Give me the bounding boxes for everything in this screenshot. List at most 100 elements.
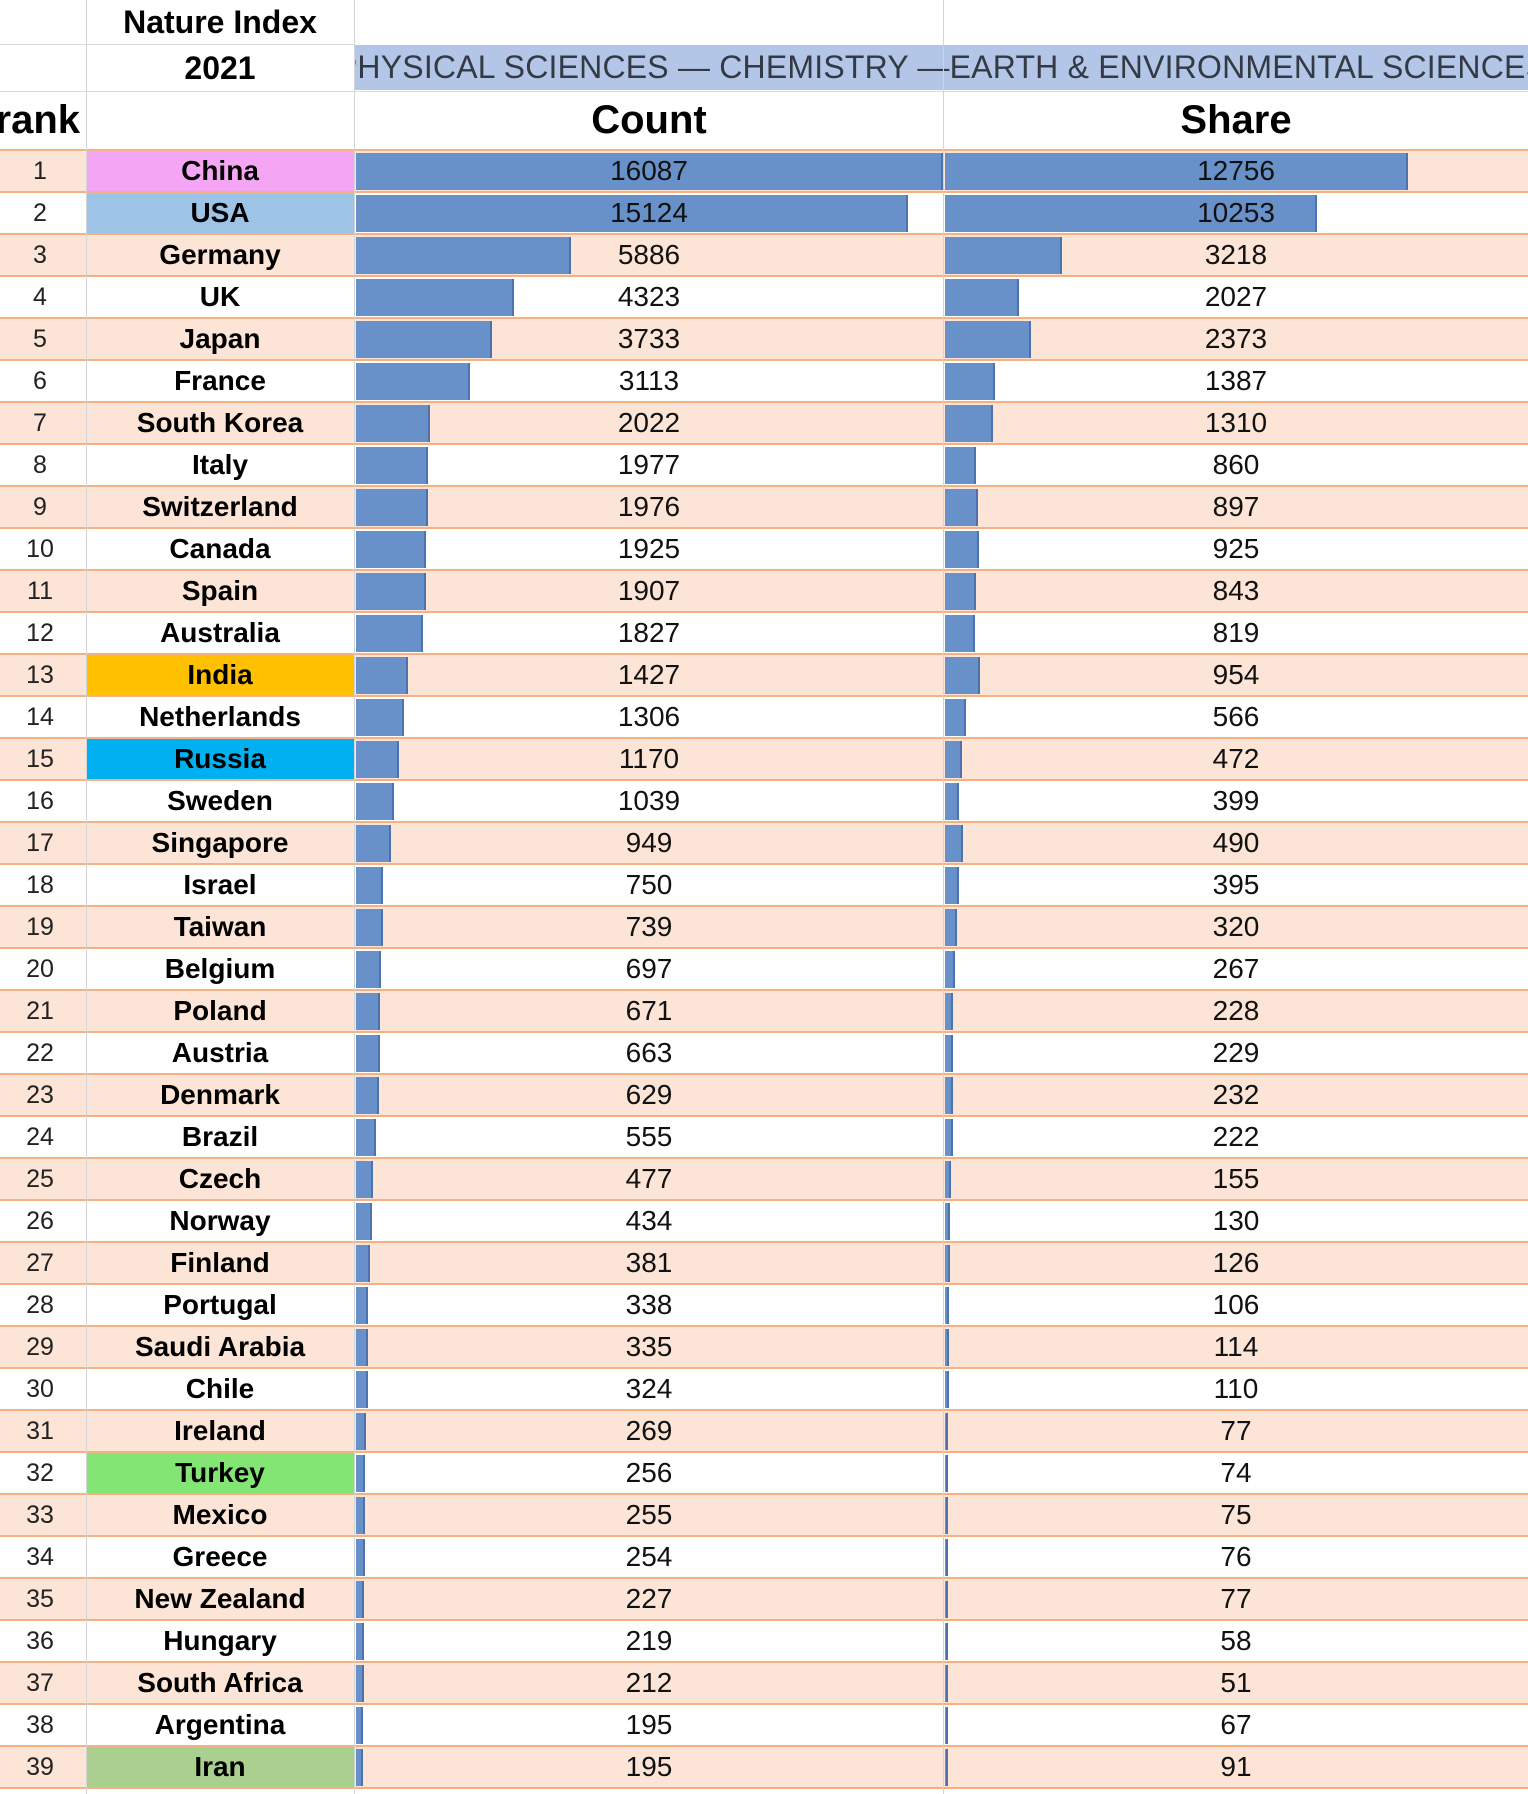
country-name: UK	[199, 281, 241, 312]
share-value: 91	[1220, 1751, 1252, 1782]
share-value: 1387	[1204, 365, 1268, 396]
share-value: 897	[1212, 491, 1260, 522]
share-value: 395	[1212, 869, 1260, 900]
count-bar	[356, 447, 428, 484]
share-bar	[945, 1623, 948, 1660]
count-value: 5886	[617, 239, 681, 270]
share-value: 77	[1220, 1583, 1252, 1614]
row-border	[0, 1451, 1528, 1453]
rank-cell: 12	[26, 618, 54, 647]
count-bar	[356, 489, 428, 526]
count-bar	[356, 1161, 373, 1198]
count-value: 381	[625, 1247, 673, 1278]
count-bar	[356, 615, 423, 652]
row-border	[0, 359, 1528, 361]
row-border	[0, 863, 1528, 865]
count-bar	[356, 1707, 363, 1744]
share-value: 267	[1212, 953, 1260, 984]
row-border	[0, 737, 1528, 739]
country-highlight	[86, 1746, 354, 1788]
table-row-band	[0, 990, 1528, 1032]
table-row-band	[0, 486, 1528, 528]
count-value: 1170	[618, 743, 680, 774]
row-border	[0, 947, 1528, 949]
count-value: 15124	[610, 197, 688, 228]
table-row-band	[0, 234, 1528, 276]
country-name: Hungary	[163, 1625, 277, 1656]
share-value: 10253	[1197, 197, 1275, 228]
count-bar	[356, 1329, 368, 1366]
row-border	[0, 1199, 1528, 1201]
row-border	[0, 1157, 1528, 1159]
rank-cell: 7	[33, 408, 47, 437]
row-border	[0, 1787, 1528, 1789]
count-bar	[356, 153, 943, 190]
share-bar	[945, 195, 1317, 232]
share-value: 232	[1212, 1079, 1260, 1110]
count-value: 1977	[617, 449, 681, 480]
table-row-band	[0, 1578, 1528, 1620]
count-value: 335	[625, 1331, 673, 1362]
count-value: 697	[625, 953, 673, 984]
country-name: Finland	[170, 1247, 270, 1278]
count-value: 434	[625, 1205, 673, 1236]
count-value: 1907	[617, 575, 681, 606]
share-value: 228	[1212, 995, 1260, 1026]
count-bar	[356, 531, 426, 568]
count-value: 1306	[617, 701, 681, 732]
rank-cell: 22	[26, 1038, 54, 1067]
share-bar	[945, 783, 959, 820]
share-value: 51	[1220, 1667, 1252, 1698]
count-value: 1925	[617, 533, 681, 564]
count-value: 16087	[610, 155, 688, 186]
row-border	[0, 527, 1528, 529]
share-bar	[945, 909, 957, 946]
count-bar	[356, 1245, 370, 1282]
count-value: 555	[625, 1121, 673, 1152]
share-bar	[945, 447, 976, 484]
rank-cell: 31	[26, 1416, 54, 1445]
rank-cell: 5	[33, 324, 47, 353]
share-value: 67	[1220, 1709, 1252, 1740]
country-name: Russia	[174, 743, 266, 774]
count-bar	[356, 1203, 372, 1240]
row-border	[0, 989, 1528, 991]
rank-cell: 4	[33, 282, 47, 311]
share-bar	[945, 741, 962, 778]
table-row-band	[0, 570, 1528, 612]
country-name: South Korea	[136, 407, 304, 438]
count-bar	[356, 741, 399, 778]
header-divider-2	[0, 91, 355, 92]
table-row-band	[0, 1326, 1528, 1368]
country-name: Israel	[183, 869, 257, 900]
count-bar	[356, 405, 430, 442]
share-bar	[945, 321, 1031, 358]
rank-cell: 34	[26, 1542, 54, 1571]
share-bar	[945, 657, 980, 694]
row-border	[0, 1703, 1528, 1705]
count-value: 1976	[617, 491, 681, 522]
share-bar	[945, 1161, 951, 1198]
row-border	[0, 695, 1528, 697]
row-border	[0, 1661, 1528, 1663]
count-value: 663	[625, 1037, 673, 1068]
count-value: 254	[625, 1541, 673, 1572]
row-border	[0, 233, 1528, 235]
row-border	[0, 443, 1528, 445]
row-border	[0, 1325, 1528, 1327]
rank-cell: 3	[33, 240, 47, 269]
count-value: 477	[625, 1163, 673, 1194]
country-highlight	[86, 1452, 354, 1494]
row-border	[0, 905, 1528, 907]
rank-cell: 21	[26, 996, 54, 1025]
count-value: 671	[625, 995, 673, 1026]
row-border	[0, 611, 1528, 613]
share-value: 155	[1212, 1163, 1260, 1194]
row-border	[0, 1283, 1528, 1285]
count-bar	[356, 321, 492, 358]
share-bar	[945, 237, 1062, 274]
share-header: Share	[1180, 97, 1292, 142]
rank-cell: 9	[33, 492, 47, 521]
count-bar	[356, 237, 571, 274]
country-name: South Africa	[137, 1667, 303, 1698]
